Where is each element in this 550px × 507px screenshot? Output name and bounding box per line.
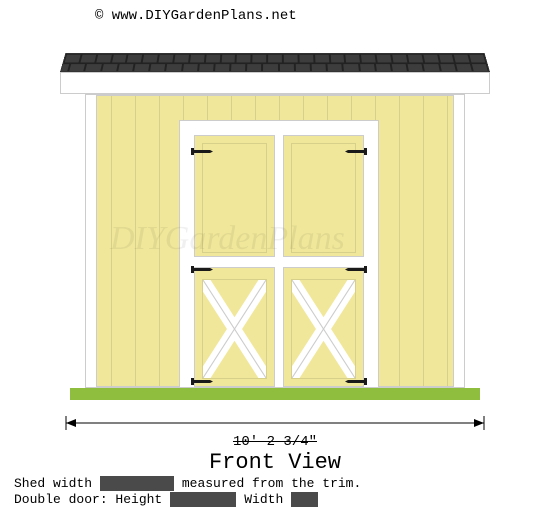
door-hinge (191, 260, 213, 267)
door-hinge (191, 372, 213, 379)
siding-groove (111, 96, 112, 386)
dimension-line (60, 416, 490, 430)
corner-trim-right (453, 94, 465, 388)
siding-groove (423, 96, 424, 386)
door-frame (179, 120, 379, 388)
door-hinge (345, 260, 367, 267)
door-hinge (345, 142, 367, 149)
siding-groove (135, 96, 136, 386)
shed-wall (85, 94, 465, 388)
shed-diagram: DIYGardenPlans (60, 40, 490, 400)
description-text: Shed width measured from the trim. Doubl… (14, 476, 361, 507)
door-leaf-right (283, 135, 364, 387)
view-title: Front View (0, 450, 550, 475)
siding-groove (159, 96, 160, 386)
roof-shingles (60, 53, 490, 72)
ground-skid (70, 388, 480, 400)
door-hinge (345, 372, 367, 379)
corner-trim-left (85, 94, 97, 388)
siding-groove (447, 96, 448, 386)
roof-fascia (60, 72, 490, 94)
door-leaf-left (194, 135, 275, 387)
copyright-text: © www.DIYGardenPlans.net (95, 8, 297, 24)
dimension-value: 10' 2 3/4" (0, 434, 550, 450)
door-hinge (191, 142, 213, 149)
siding-groove (399, 96, 400, 386)
